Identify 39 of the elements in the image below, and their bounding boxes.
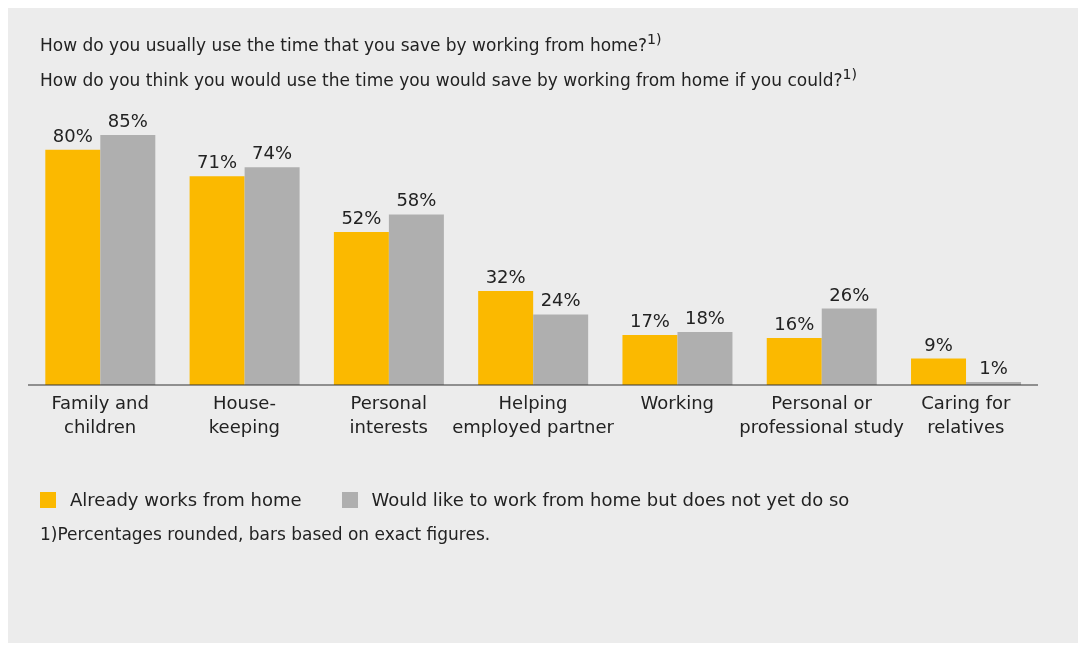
data-label: 24% <box>540 289 581 311</box>
data-label: 58% <box>396 189 437 211</box>
data-label: 18% <box>684 307 725 329</box>
bar <box>100 135 156 386</box>
legend-label: Would like to work from home but does not yet do so <box>371 489 850 511</box>
legend-label: Already works from home <box>70 489 302 511</box>
x-tick-label: Caring for relatives <box>921 392 1012 438</box>
data-label: 52% <box>341 207 382 229</box>
x-tick-label: Personal or professional study <box>739 392 905 438</box>
data-label: 71% <box>197 151 238 173</box>
x-tick-label: Working <box>640 392 714 414</box>
bar <box>189 176 245 386</box>
x-tick-label: Family and children <box>51 392 149 438</box>
data-label: 16% <box>774 313 815 335</box>
data-label: 32% <box>485 266 526 288</box>
data-label: 9% <box>924 333 953 355</box>
bar <box>622 335 678 386</box>
text: 1)Percentages rounded, bars based on exact figures. <box>40 524 491 545</box>
data-label: 74% <box>252 142 293 164</box>
x-tick-label: Personal interests <box>349 392 428 438</box>
bar <box>45 150 101 386</box>
data-label: 26% <box>829 283 870 305</box>
x-tick-label: House- keeping <box>208 392 281 438</box>
bar <box>911 358 967 386</box>
x-tick-label: Helping employed partner <box>452 392 615 438</box>
data-label: 80% <box>52 125 93 147</box>
bar <box>333 232 389 386</box>
bar <box>677 332 733 386</box>
bar <box>821 308 877 386</box>
bar <box>478 291 534 386</box>
bar <box>533 314 589 386</box>
bar <box>244 167 300 386</box>
data-label: 85% <box>107 110 148 132</box>
data-label: 1% <box>979 357 1008 379</box>
bar <box>766 338 822 386</box>
bar <box>388 214 444 386</box>
chart-subtitle: How do you think you would use the time you would save by working from home if you could?$^{1)}$ <box>40 66 857 91</box>
chart-title: How do you usually use the time that you save by working from home?$^{1)}$ <box>40 31 662 55</box>
data-label: 17% <box>629 310 670 332</box>
